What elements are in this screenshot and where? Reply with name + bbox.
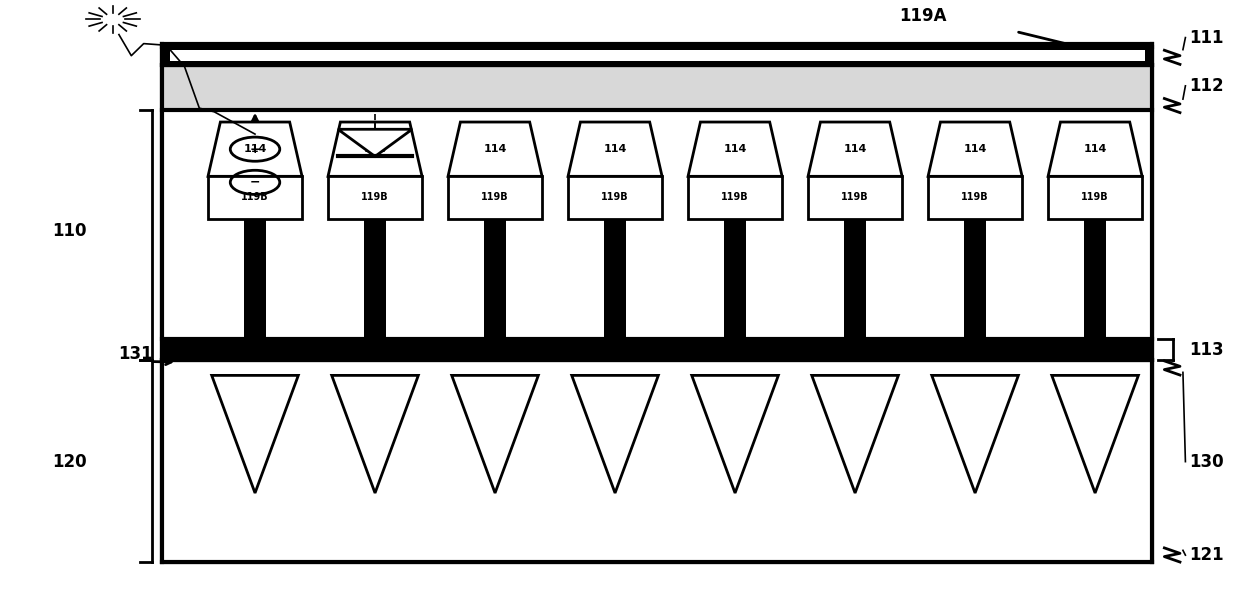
Bar xyxy=(208,176,303,219)
Text: 114: 114 xyxy=(243,144,267,154)
Polygon shape xyxy=(688,122,782,176)
Bar xyxy=(329,176,422,219)
Text: 114: 114 xyxy=(843,144,867,154)
Polygon shape xyxy=(572,375,658,493)
Bar xyxy=(928,176,1022,219)
Text: 110: 110 xyxy=(52,222,87,239)
Bar xyxy=(162,47,1152,65)
Polygon shape xyxy=(451,375,538,493)
Text: 119B: 119B xyxy=(601,193,629,202)
Text: 114: 114 xyxy=(1084,144,1107,154)
Text: 130: 130 xyxy=(1189,453,1224,471)
Bar xyxy=(724,219,746,361)
Bar xyxy=(1048,176,1142,219)
Polygon shape xyxy=(812,375,898,493)
Text: 119B: 119B xyxy=(1081,193,1109,202)
Text: 114: 114 xyxy=(963,144,987,154)
Bar xyxy=(170,50,1145,61)
Bar xyxy=(688,176,782,219)
Text: 131: 131 xyxy=(118,345,153,363)
Text: 119B: 119B xyxy=(361,193,389,202)
Text: 111: 111 xyxy=(1189,28,1224,47)
Bar xyxy=(244,219,267,361)
Text: 114: 114 xyxy=(604,144,626,154)
Polygon shape xyxy=(339,129,412,156)
Polygon shape xyxy=(1052,375,1138,493)
Text: 119B: 119B xyxy=(961,193,988,202)
Polygon shape xyxy=(329,122,422,176)
Text: 114: 114 xyxy=(723,144,746,154)
Bar xyxy=(808,176,901,219)
Text: −: − xyxy=(249,176,260,189)
Bar xyxy=(162,110,1152,339)
Bar xyxy=(162,361,1152,562)
Text: 114: 114 xyxy=(363,144,387,154)
Bar xyxy=(844,219,867,361)
Text: 114: 114 xyxy=(484,144,507,154)
Text: 112: 112 xyxy=(1189,77,1224,95)
Polygon shape xyxy=(448,122,542,176)
Bar xyxy=(1084,219,1106,361)
Polygon shape xyxy=(1048,122,1142,176)
Text: 119B: 119B xyxy=(722,193,749,202)
Polygon shape xyxy=(808,122,901,176)
Text: 121: 121 xyxy=(1189,546,1224,564)
Text: 119B: 119B xyxy=(841,193,869,202)
Bar xyxy=(484,219,506,361)
Polygon shape xyxy=(692,375,779,493)
Bar xyxy=(162,339,1152,361)
Text: 119A: 119A xyxy=(899,7,947,25)
Polygon shape xyxy=(332,375,418,493)
Bar xyxy=(568,176,662,219)
Bar xyxy=(162,44,1152,562)
Text: 119B: 119B xyxy=(242,193,269,202)
Bar xyxy=(963,219,986,361)
Bar xyxy=(448,176,542,219)
Polygon shape xyxy=(568,122,662,176)
Text: 119B: 119B xyxy=(481,193,508,202)
Polygon shape xyxy=(212,375,299,493)
Polygon shape xyxy=(931,375,1018,493)
Bar xyxy=(604,219,626,361)
Text: 120: 120 xyxy=(52,453,87,471)
Bar xyxy=(162,65,1152,110)
Polygon shape xyxy=(928,122,1022,176)
Text: 113: 113 xyxy=(1189,341,1224,359)
Polygon shape xyxy=(208,122,303,176)
Text: +: + xyxy=(249,142,260,156)
Bar xyxy=(363,219,386,361)
